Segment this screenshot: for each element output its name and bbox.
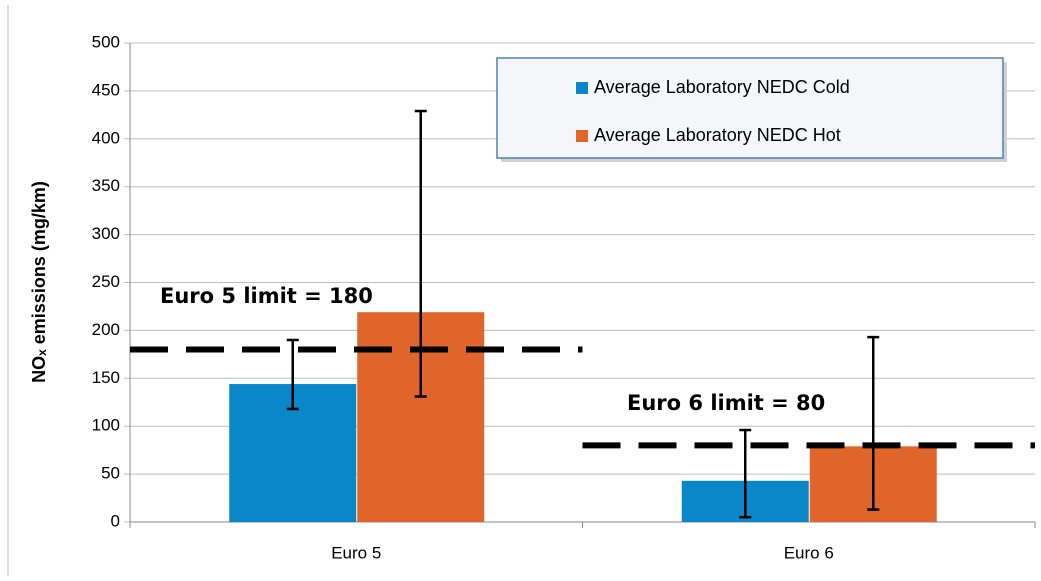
y-tick-label: 200 <box>92 320 120 339</box>
y-tick-label: 250 <box>92 272 120 291</box>
x-tick-label: Euro 6 <box>784 543 834 562</box>
x-tick-label: Euro 5 <box>331 543 381 562</box>
y-tick-label: 450 <box>92 80 120 99</box>
error-bar <box>286 338 299 411</box>
legend-label: Average Laboratory NEDC Hot <box>594 125 841 145</box>
y-tick-label: 400 <box>92 128 120 147</box>
y-tick-label: 150 <box>92 368 120 387</box>
error-bar <box>867 335 880 511</box>
error-bar <box>414 109 427 398</box>
limit-label: Euro 6 limit = 80 <box>627 391 825 415</box>
y-tick-label: 500 <box>92 32 120 51</box>
y-tick-label: 0 <box>111 511 120 530</box>
legend-swatch <box>576 82 588 94</box>
legend-swatch <box>576 130 588 142</box>
y-axis-title: NOₓ emissions (mg/km) <box>29 181 49 383</box>
y-tick-label: 50 <box>101 464 120 483</box>
y-tick-label: 300 <box>92 224 120 243</box>
y-tick-label: 350 <box>92 176 120 195</box>
limit-label: Euro 5 limit = 180 <box>160 284 373 308</box>
legend-label: Average Laboratory NEDC Cold <box>594 77 850 97</box>
error-bar <box>739 428 752 519</box>
y-tick-label: 100 <box>92 416 120 435</box>
